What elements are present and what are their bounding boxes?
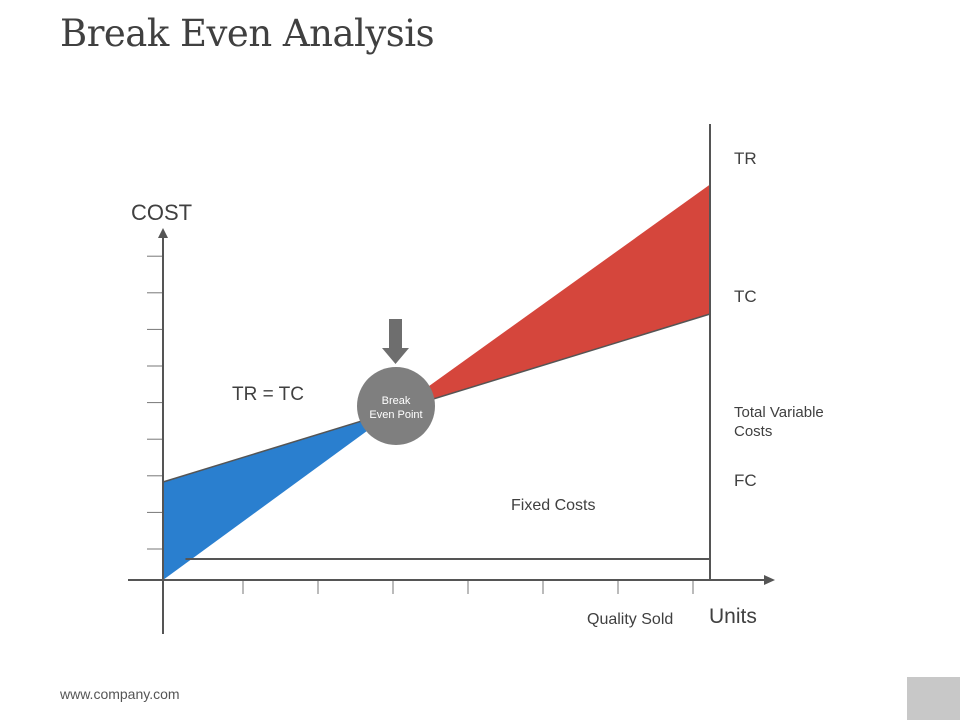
footer-url: www.company.com (60, 686, 180, 702)
fc-label: FC (734, 471, 757, 490)
y-axis-label: COST (131, 200, 192, 225)
total-variable-costs-label: Total Variable Costs (734, 404, 828, 440)
down-arrow-icon (382, 319, 409, 364)
x-axis-label: Units (709, 605, 757, 628)
page-title: Break Even Analysis (60, 12, 435, 55)
y-axis-arrow (158, 228, 168, 238)
loss-area (163, 410, 396, 580)
fixed-costs-label: Fixed Costs (511, 497, 595, 514)
profit-area (395, 184, 710, 411)
break-even-point (357, 367, 435, 445)
tr-label: TR (734, 149, 757, 168)
x-axis-arrow (764, 575, 775, 585)
break-even-label-line1: Break (382, 395, 411, 407)
tr-eq-tc-label: TR = TC (232, 384, 304, 405)
tc-line (162, 313, 711, 483)
slide-corner-block (907, 677, 960, 720)
y-ticks (147, 255, 163, 550)
x-ticks (242, 580, 694, 594)
break-even-label-line2: Even Point (369, 409, 422, 421)
tc-label: TC (734, 287, 757, 306)
x-axis-caption: Quality Sold (587, 611, 673, 628)
